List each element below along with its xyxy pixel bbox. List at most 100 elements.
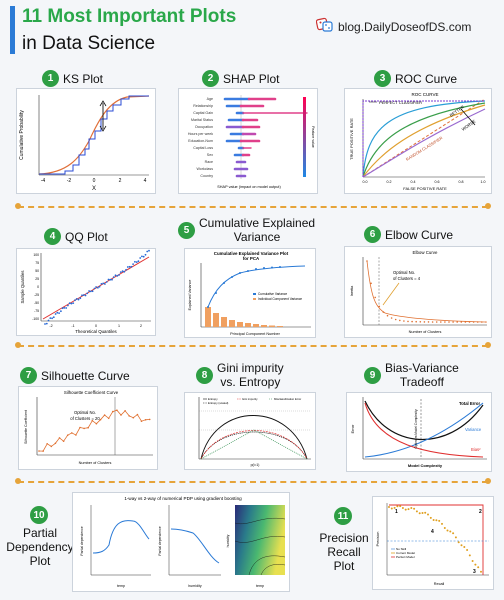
roc-chart-title: ROC CURVE	[412, 92, 439, 97]
qq-point	[146, 250, 149, 253]
pca-legend-1: Cumulative Variance	[258, 292, 287, 296]
dice-logo-icon	[316, 17, 333, 32]
pr-point	[401, 507, 404, 509]
pr-legend: No Skill	[396, 547, 407, 551]
pr-xlabel: Recall	[434, 582, 445, 586]
qq-point	[65, 307, 68, 309]
qq-point	[60, 310, 62, 313]
elbow-annotation-1: Optimal No.	[393, 270, 415, 275]
pr-point	[427, 513, 429, 516]
roc-xlabel: FALSE POSITIVE RATE	[403, 186, 447, 191]
shap-feature: Workclass	[196, 167, 213, 171]
qq-point	[75, 298, 78, 300]
elbow-plot-card: Elbow Curve Optimal No. of Clusters = 4 …	[344, 246, 492, 338]
elbow-point	[476, 321, 479, 323]
qq-ytick: 25	[35, 277, 39, 281]
silhouette-point	[148, 418, 151, 421]
elbow-point	[448, 321, 450, 323]
elbow-point	[411, 320, 413, 323]
ks-xtick: 4	[144, 178, 147, 184]
elbow-point	[472, 321, 475, 323]
plot-11-title-line1: Precision	[319, 531, 369, 545]
silhouette-point	[107, 417, 110, 420]
bv-xlabel: Model Complexity	[408, 463, 443, 468]
plot-6-header: 6 Elbow Curve	[364, 226, 453, 243]
qq-point	[111, 278, 113, 281]
roc-xtick: 0.8	[459, 180, 464, 184]
roc-xtick: 0.2	[387, 180, 392, 184]
plot-11-number: 11	[334, 507, 352, 525]
qq-point	[70, 302, 73, 305]
pr-point	[460, 544, 463, 547]
pr-point	[468, 554, 471, 557]
pr-point	[480, 570, 482, 573]
roc-plot-card: ROC CURVE PERFECT CLASSIFIER BETTER WORS…	[344, 88, 492, 194]
pr-point	[404, 508, 407, 511]
silhouette-point	[87, 426, 89, 429]
shap-plot-chart: Age Relationship Capital Gain Marital St…	[188, 95, 315, 189]
qq-point	[54, 313, 57, 315]
qq-point	[47, 319, 50, 322]
qq-point	[72, 302, 75, 304]
qq-point	[58, 312, 60, 314]
plot-1-number: 1	[42, 70, 59, 87]
plot-10-number-wrap: 10	[30, 506, 48, 524]
shap-feature: Sex	[207, 153, 213, 157]
roc-worse-label: WORSE	[461, 119, 477, 132]
plot-1-header: 1 KS Plot	[42, 70, 103, 87]
pr-point	[432, 519, 435, 521]
qq-point	[118, 274, 120, 276]
qq-point	[79, 297, 82, 300]
silhouette-point	[144, 419, 147, 421]
pca-plot-chart: Cumulative Explained Variance Plot for P…	[188, 251, 311, 336]
qq-point	[68, 302, 71, 305]
bv-variance: Variance	[465, 427, 482, 432]
pca-legend-2: Individual Component Variance	[258, 297, 302, 301]
elbow-point	[481, 321, 483, 323]
qq-point	[56, 311, 59, 314]
pr-point	[474, 563, 477, 566]
pr-marker: 1	[395, 509, 398, 515]
pr-ylabel: Precision	[376, 532, 380, 547]
plot-6-number: 6	[364, 226, 381, 243]
qq-point	[141, 255, 143, 258]
row-separator-3	[18, 481, 488, 483]
elbow-point	[394, 318, 397, 321]
shap-feature: Capital Loss	[193, 146, 213, 150]
row-separator-1	[18, 206, 488, 208]
qq-point	[109, 278, 112, 281]
plot-2-header: 2 SHAP Plot	[202, 70, 279, 87]
roc-plot-chart: ROC CURVE PERFECT CLASSIFIER BETTER WORS…	[349, 92, 486, 191]
qq-point	[125, 268, 127, 271]
qq-point	[148, 249, 150, 252]
qq-point	[132, 263, 134, 265]
qq-plot-card: 100 75 50 25 0 -25 -50 -75 -100 Sample Q…	[16, 248, 156, 336]
qq-xtick: 1	[118, 324, 120, 328]
roc-xtick: 0.6	[435, 180, 440, 184]
pr-point	[388, 506, 390, 508]
qq-ytick: 50	[35, 269, 39, 273]
ks-xtick: -4	[41, 178, 46, 184]
silhouette-point	[120, 414, 122, 416]
plot-7-header: 7 Silhouette Curve	[20, 367, 130, 384]
qq-point	[81, 294, 83, 297]
silhouette-point	[54, 442, 57, 445]
pr-marker: 4	[431, 529, 434, 535]
qq-point	[52, 316, 55, 319]
qq-point	[74, 299, 76, 302]
qq-point	[107, 278, 110, 281]
blog-link[interactable]: blog.DailyDoseofDS.com	[338, 20, 472, 34]
plot-2-number: 2	[202, 70, 219, 87]
qq-ytick: 75	[35, 261, 39, 265]
shap-xlabel: SHAP value (impact on model output)	[217, 185, 281, 189]
plot-4-title: QQ Plot	[65, 229, 108, 244]
pdp-sub3-xlabel: temp	[256, 584, 264, 588]
plot-3-header: 3 ROC Curve	[374, 70, 457, 87]
qq-point	[139, 257, 142, 259]
plot-10-number: 10	[30, 506, 48, 524]
silhouette-point	[71, 432, 73, 434]
ks-plot-chart: Cumulative Probability -4 -2 0 2 4 X	[19, 95, 150, 192]
pdp-sub3-ylabel: humidity	[226, 534, 230, 547]
pca-chart-title-1: Cumulative Explained Variance Plot	[214, 251, 289, 256]
elbow-point	[390, 317, 393, 319]
